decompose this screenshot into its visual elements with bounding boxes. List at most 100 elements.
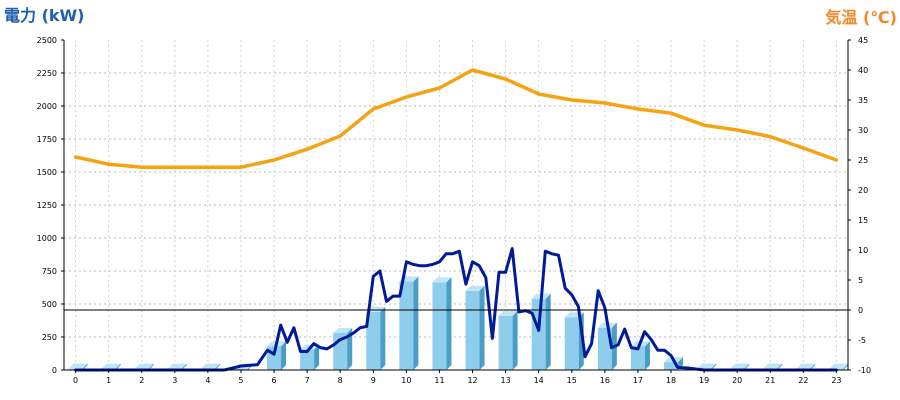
bar-side <box>281 341 287 370</box>
x-tick-label: 17 <box>633 376 643 385</box>
left-tick-label: 1750 <box>37 135 57 144</box>
power-line <box>74 247 838 372</box>
bar-side <box>380 306 386 370</box>
bar <box>531 298 546 370</box>
right-tick-label: 20 <box>858 186 868 195</box>
right-tick-label: 35 <box>858 96 868 105</box>
x-tick-label: 2 <box>139 376 144 385</box>
bar <box>233 368 248 370</box>
bar-top <box>432 277 452 283</box>
bar <box>465 290 480 370</box>
bar-side <box>347 328 353 370</box>
x-tick-label: 5 <box>238 376 243 385</box>
x-tick-label: 23 <box>831 376 841 385</box>
left-tick-label: 2000 <box>37 102 57 111</box>
x-tick-label: 4 <box>205 376 210 385</box>
bar <box>366 311 381 370</box>
x-tick-label: 15 <box>567 376 577 385</box>
left-tick-label: 1500 <box>37 168 57 177</box>
x-tick-label: 11 <box>434 376 444 385</box>
bar-side <box>810 363 816 370</box>
bar-top <box>200 363 220 369</box>
right-tick-label: 45 <box>858 36 868 45</box>
bar-side <box>82 363 88 370</box>
bar-side <box>314 344 320 370</box>
x-tick-label: 10 <box>401 376 411 385</box>
x-tick-label: 14 <box>534 376 544 385</box>
bar-side <box>181 363 187 370</box>
x-tick-label: 21 <box>765 376 775 385</box>
temperature-line <box>73 68 839 169</box>
bar-top <box>366 306 386 312</box>
bar-top <box>498 310 518 316</box>
right-tick-label: 30 <box>858 126 868 135</box>
bar <box>300 349 315 370</box>
x-tick-label: 6 <box>272 376 277 385</box>
line-series <box>73 68 839 372</box>
bar-side <box>777 363 783 370</box>
x-tick-label: 7 <box>305 376 310 385</box>
bar-side <box>512 310 518 370</box>
bar-side <box>644 341 650 370</box>
x-tick-label: 0 <box>73 376 78 385</box>
x-tick-label: 18 <box>666 376 676 385</box>
bar-side <box>115 363 121 370</box>
right-tick-label: 15 <box>858 216 868 225</box>
bar-side <box>446 277 452 370</box>
right-tick-label: 40 <box>858 66 868 75</box>
bar <box>630 346 645 370</box>
bar <box>432 282 447 370</box>
bar <box>498 315 513 370</box>
left-axis-title: 電力 (kW) <box>4 6 85 25</box>
bar-top <box>333 328 353 334</box>
x-tick-label: 9 <box>371 376 376 385</box>
right-axis-title: 気温 (℃) <box>825 8 897 27</box>
left-tick-label: 2250 <box>37 69 57 78</box>
left-tick-label: 500 <box>42 300 57 309</box>
tick-labels: 02505007501000125015001750200022502500-1… <box>37 36 871 385</box>
bar-side <box>711 363 717 370</box>
right-tick-label: -5 <box>858 336 866 345</box>
right-tick-label: -10 <box>858 366 871 375</box>
bar-top <box>68 363 88 369</box>
x-tick-label: 8 <box>338 376 343 385</box>
left-tick-label: 0 <box>52 366 57 375</box>
x-tick-label: 16 <box>600 376 610 385</box>
bar-top <box>796 363 816 369</box>
bar-side <box>148 363 154 370</box>
bar-side <box>545 293 551 370</box>
bar-top <box>697 363 717 369</box>
x-tick-label: 1 <box>106 376 111 385</box>
right-tick-label: 25 <box>858 156 868 165</box>
left-tick-label: 1250 <box>37 201 57 210</box>
bar-top <box>167 363 187 369</box>
x-tick-label: 22 <box>798 376 808 385</box>
right-tick-label: 0 <box>858 306 863 315</box>
left-tick-label: 2500 <box>37 36 57 45</box>
x-tick-label: 12 <box>467 376 477 385</box>
bar <box>399 281 414 370</box>
bar <box>564 317 579 370</box>
axes <box>61 39 851 373</box>
bar-top <box>730 363 750 369</box>
x-tick-label: 19 <box>699 376 709 385</box>
bar-side <box>413 276 419 370</box>
x-tick-label: 13 <box>501 376 511 385</box>
bar-top <box>465 285 485 291</box>
bar <box>597 327 612 370</box>
bar-top <box>134 363 154 369</box>
bar-side <box>843 363 849 370</box>
right-tick-label: 5 <box>858 276 863 285</box>
bar-top <box>829 363 849 369</box>
right-tick-label: 10 <box>858 246 868 255</box>
bar-series <box>68 276 849 370</box>
x-tick-label: 20 <box>732 376 742 385</box>
left-tick-label: 1000 <box>37 234 57 243</box>
bar-side <box>744 363 750 370</box>
grid <box>64 40 848 370</box>
bar-side <box>214 363 220 370</box>
left-tick-label: 250 <box>42 333 57 342</box>
left-tick-label: 750 <box>42 267 57 276</box>
bar-top <box>763 363 783 369</box>
